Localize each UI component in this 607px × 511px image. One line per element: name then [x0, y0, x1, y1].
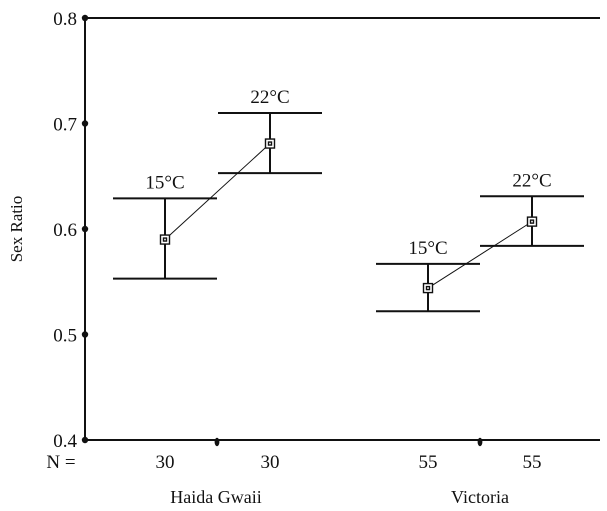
y-tick-label: 0.6 [53, 220, 77, 241]
sample-size-label: 30 [156, 452, 175, 473]
y-axis-label: Sex Ratio [7, 196, 26, 263]
group-label: Victoria [451, 487, 509, 507]
sample-size-label: 55 [419, 452, 438, 473]
y-tick-mark [81, 331, 89, 338]
condition-label: 15°C [408, 238, 447, 259]
mean-point-inner [162, 237, 168, 242]
sample-size-label: 55 [523, 452, 542, 473]
y-tick-label: 0.7 [53, 115, 77, 136]
y-tick-mark [81, 436, 89, 444]
group-connector-line [164, 143, 271, 240]
group-label: Haida Gwaii [170, 487, 261, 507]
data-marks: 15°C 22°C 15°C 22°C [113, 87, 584, 313]
mean-point-inner [425, 285, 431, 291]
y-tick-mark [81, 120, 89, 127]
y-tick-label: 0.4 [53, 431, 77, 452]
mean-point-inner [529, 219, 535, 224]
y-tick-mark [81, 14, 89, 22]
condition-label: 22°C [512, 170, 551, 191]
mean-point-inner [267, 141, 273, 146]
y-tick-mark [81, 225, 89, 233]
y-ticks: 0.4 0.5 0.6 0.7 0.8 [53, 9, 89, 452]
y-tick-label: 0.8 [53, 9, 77, 30]
condition-label: 22°C [250, 87, 289, 108]
group-connector-line [427, 221, 533, 289]
x-tick-mark [214, 437, 220, 447]
sample-size-label: 30 [261, 452, 280, 473]
axes [84, 17, 600, 441]
y-tick-label: 0.5 [53, 326, 77, 347]
condition-label: 15°C [145, 172, 184, 193]
n-prefix-label: N = [46, 452, 75, 473]
x-tick-mark [477, 437, 483, 447]
